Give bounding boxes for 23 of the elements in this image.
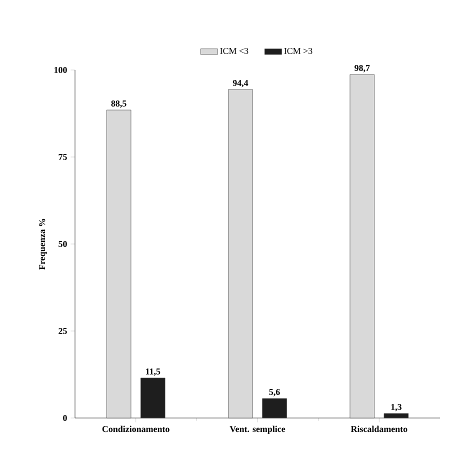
y-axis-title: Frequenza % xyxy=(39,218,47,270)
bar xyxy=(384,413,409,418)
legend-label: ICM >3 xyxy=(284,48,312,54)
bar xyxy=(106,110,132,418)
data-label: 88,5 xyxy=(111,100,126,108)
y-tick-label: 100 xyxy=(54,66,67,74)
y-tick-label: 50 xyxy=(58,240,67,248)
data-label: 94,4 xyxy=(232,80,248,88)
bar xyxy=(262,398,287,418)
data-label: 98,7 xyxy=(354,64,370,72)
y-tick-label: 75 xyxy=(58,154,67,160)
data-label: 11,5 xyxy=(146,368,160,376)
x-tick-label: Riscaldamento xyxy=(350,426,408,432)
data-label: 5,6 xyxy=(269,388,280,396)
data-label: 1,3 xyxy=(391,404,402,412)
y-tick-label: 25 xyxy=(58,328,67,334)
legend-label: ICM <3 xyxy=(220,48,248,54)
bar xyxy=(350,74,375,418)
bar xyxy=(228,89,253,418)
x-tick-label: Vent. semplice xyxy=(230,426,286,434)
y-tick-label: 0 xyxy=(63,414,67,422)
x-tick-label: Condizionamento xyxy=(102,426,170,432)
bar xyxy=(140,378,166,418)
